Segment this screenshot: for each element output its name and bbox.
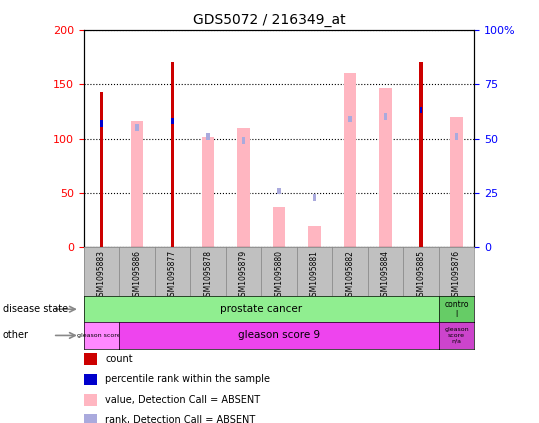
Bar xyxy=(100,92,103,247)
Text: GSM1095883: GSM1095883 xyxy=(97,250,106,301)
Bar xyxy=(277,187,281,194)
Text: gleason
score
n/a: gleason score n/a xyxy=(444,327,469,344)
Text: GSM1095880: GSM1095880 xyxy=(274,250,284,301)
Bar xyxy=(344,73,356,247)
Text: GSM1095884: GSM1095884 xyxy=(381,250,390,301)
Bar xyxy=(451,117,463,247)
Bar xyxy=(384,113,388,120)
Bar xyxy=(348,115,352,122)
Bar xyxy=(170,62,174,247)
Text: count: count xyxy=(105,354,133,364)
Bar xyxy=(135,124,139,131)
Bar xyxy=(379,88,392,247)
Bar xyxy=(273,207,285,247)
Text: rank, Detection Call = ABSENT: rank, Detection Call = ABSENT xyxy=(105,415,255,423)
Text: GSM1095877: GSM1095877 xyxy=(168,250,177,301)
Text: gleason score 8: gleason score 8 xyxy=(77,333,126,338)
Text: GSM1095876: GSM1095876 xyxy=(452,250,461,301)
Text: prostate cancer: prostate cancer xyxy=(220,304,302,314)
Text: gleason score 9: gleason score 9 xyxy=(238,330,320,341)
Bar xyxy=(206,133,210,140)
Bar xyxy=(202,137,214,247)
Text: GDS5072 / 216349_at: GDS5072 / 216349_at xyxy=(193,13,346,27)
Bar xyxy=(419,62,423,247)
Text: GSM1095885: GSM1095885 xyxy=(417,250,425,301)
Bar xyxy=(308,226,321,247)
Text: GSM1095886: GSM1095886 xyxy=(133,250,141,301)
Text: GSM1095881: GSM1095881 xyxy=(310,250,319,301)
Bar xyxy=(100,120,103,126)
Bar xyxy=(237,128,250,247)
Text: GSM1095878: GSM1095878 xyxy=(203,250,212,301)
Text: contro
l: contro l xyxy=(444,299,469,319)
Bar xyxy=(313,194,316,201)
Text: disease state: disease state xyxy=(3,304,68,314)
Text: value, Detection Call = ABSENT: value, Detection Call = ABSENT xyxy=(105,395,260,405)
Text: GSM1095882: GSM1095882 xyxy=(345,250,355,301)
Bar xyxy=(455,133,458,140)
Bar xyxy=(241,137,245,144)
Bar xyxy=(171,118,174,124)
Bar xyxy=(130,121,143,247)
Bar xyxy=(420,107,423,113)
Text: GSM1095879: GSM1095879 xyxy=(239,250,248,301)
Text: percentile rank within the sample: percentile rank within the sample xyxy=(105,374,270,385)
Text: other: other xyxy=(3,330,29,341)
